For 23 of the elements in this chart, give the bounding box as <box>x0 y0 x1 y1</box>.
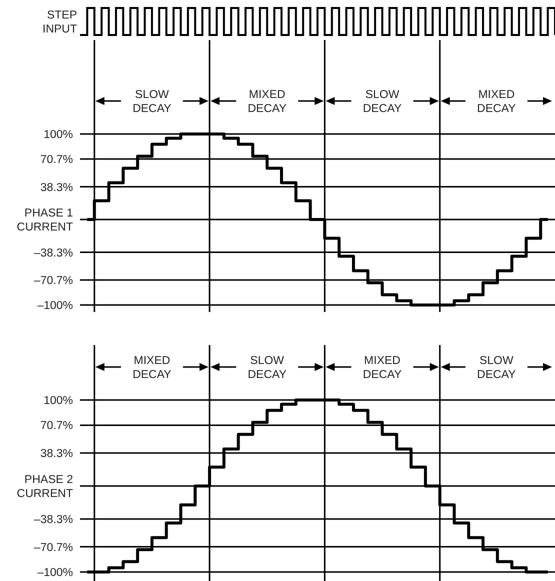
chart-title: STEP INPUT <box>42 10 78 36</box>
text: SLOW DECAY <box>132 89 172 115</box>
y-tick-label: 70.7% <box>40 154 73 166</box>
y-tick-label: 70.7% <box>40 420 73 432</box>
text: MIXED DECAY <box>477 89 516 115</box>
text: SLOW DECAY <box>248 355 287 381</box>
y-tick-label: –70.7% <box>34 274 73 287</box>
text: SLOW DECAY <box>362 89 402 115</box>
y-tick-label: –38.3% <box>34 247 73 260</box>
y-tick-label: –38.3% <box>34 514 73 526</box>
text: MIXED DECAY <box>362 355 402 381</box>
y-tick-label: 38.3% <box>40 182 73 194</box>
text: MIXED DECAY <box>132 355 172 381</box>
y-tick-label: 100% <box>44 129 73 142</box>
y-tick-label: 100% <box>44 395 73 408</box>
y-tick-label: –100% <box>37 567 73 580</box>
y-tick-label: –70.7% <box>34 542 73 554</box>
text: MIXED DECAY <box>248 89 287 115</box>
y-tick-label: 38.3% <box>40 448 73 460</box>
text: SLOW DECAY <box>477 355 516 381</box>
y-tick-label: PHASE 1 CURRENT <box>16 208 73 234</box>
y-tick-label: –100% <box>37 300 73 312</box>
y-tick-label: PHASE 2 CURRENT <box>16 474 73 500</box>
